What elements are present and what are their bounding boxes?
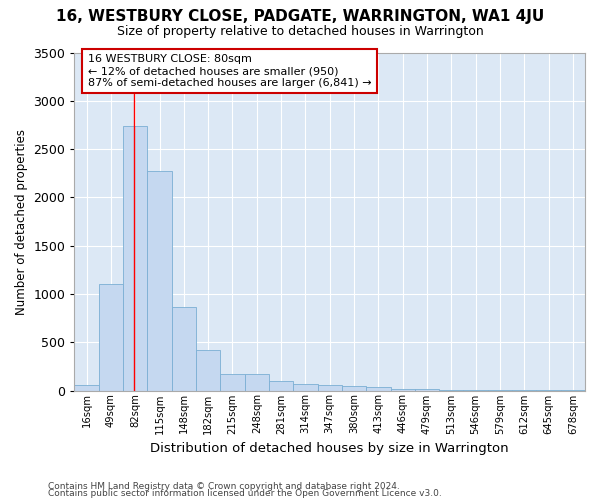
Y-axis label: Number of detached properties: Number of detached properties <box>15 128 28 314</box>
Text: 16 WESTBURY CLOSE: 80sqm
← 12% of detached houses are smaller (950)
87% of semi-: 16 WESTBURY CLOSE: 80sqm ← 12% of detach… <box>88 54 371 88</box>
Bar <box>148 172 172 390</box>
Text: Size of property relative to detached houses in Warrington: Size of property relative to detached ho… <box>116 25 484 38</box>
Bar <box>196 350 220 391</box>
Bar <box>220 374 245 390</box>
Bar <box>99 284 123 391</box>
Text: Contains HM Land Registry data © Crown copyright and database right 2024.: Contains HM Land Registry data © Crown c… <box>48 482 400 491</box>
Bar <box>172 308 196 390</box>
Bar <box>269 381 293 390</box>
Bar <box>293 384 317 390</box>
Text: Contains public sector information licensed under the Open Government Licence v3: Contains public sector information licen… <box>48 490 442 498</box>
Bar <box>366 387 391 390</box>
Bar <box>74 385 99 390</box>
Text: 16, WESTBURY CLOSE, PADGATE, WARRINGTON, WA1 4JU: 16, WESTBURY CLOSE, PADGATE, WARRINGTON,… <box>56 9 544 24</box>
Bar <box>317 385 342 390</box>
Bar <box>123 126 148 390</box>
X-axis label: Distribution of detached houses by size in Warrington: Distribution of detached houses by size … <box>151 442 509 455</box>
Bar <box>342 386 366 390</box>
Bar <box>245 374 269 390</box>
Bar <box>391 388 415 390</box>
Bar <box>415 389 439 390</box>
